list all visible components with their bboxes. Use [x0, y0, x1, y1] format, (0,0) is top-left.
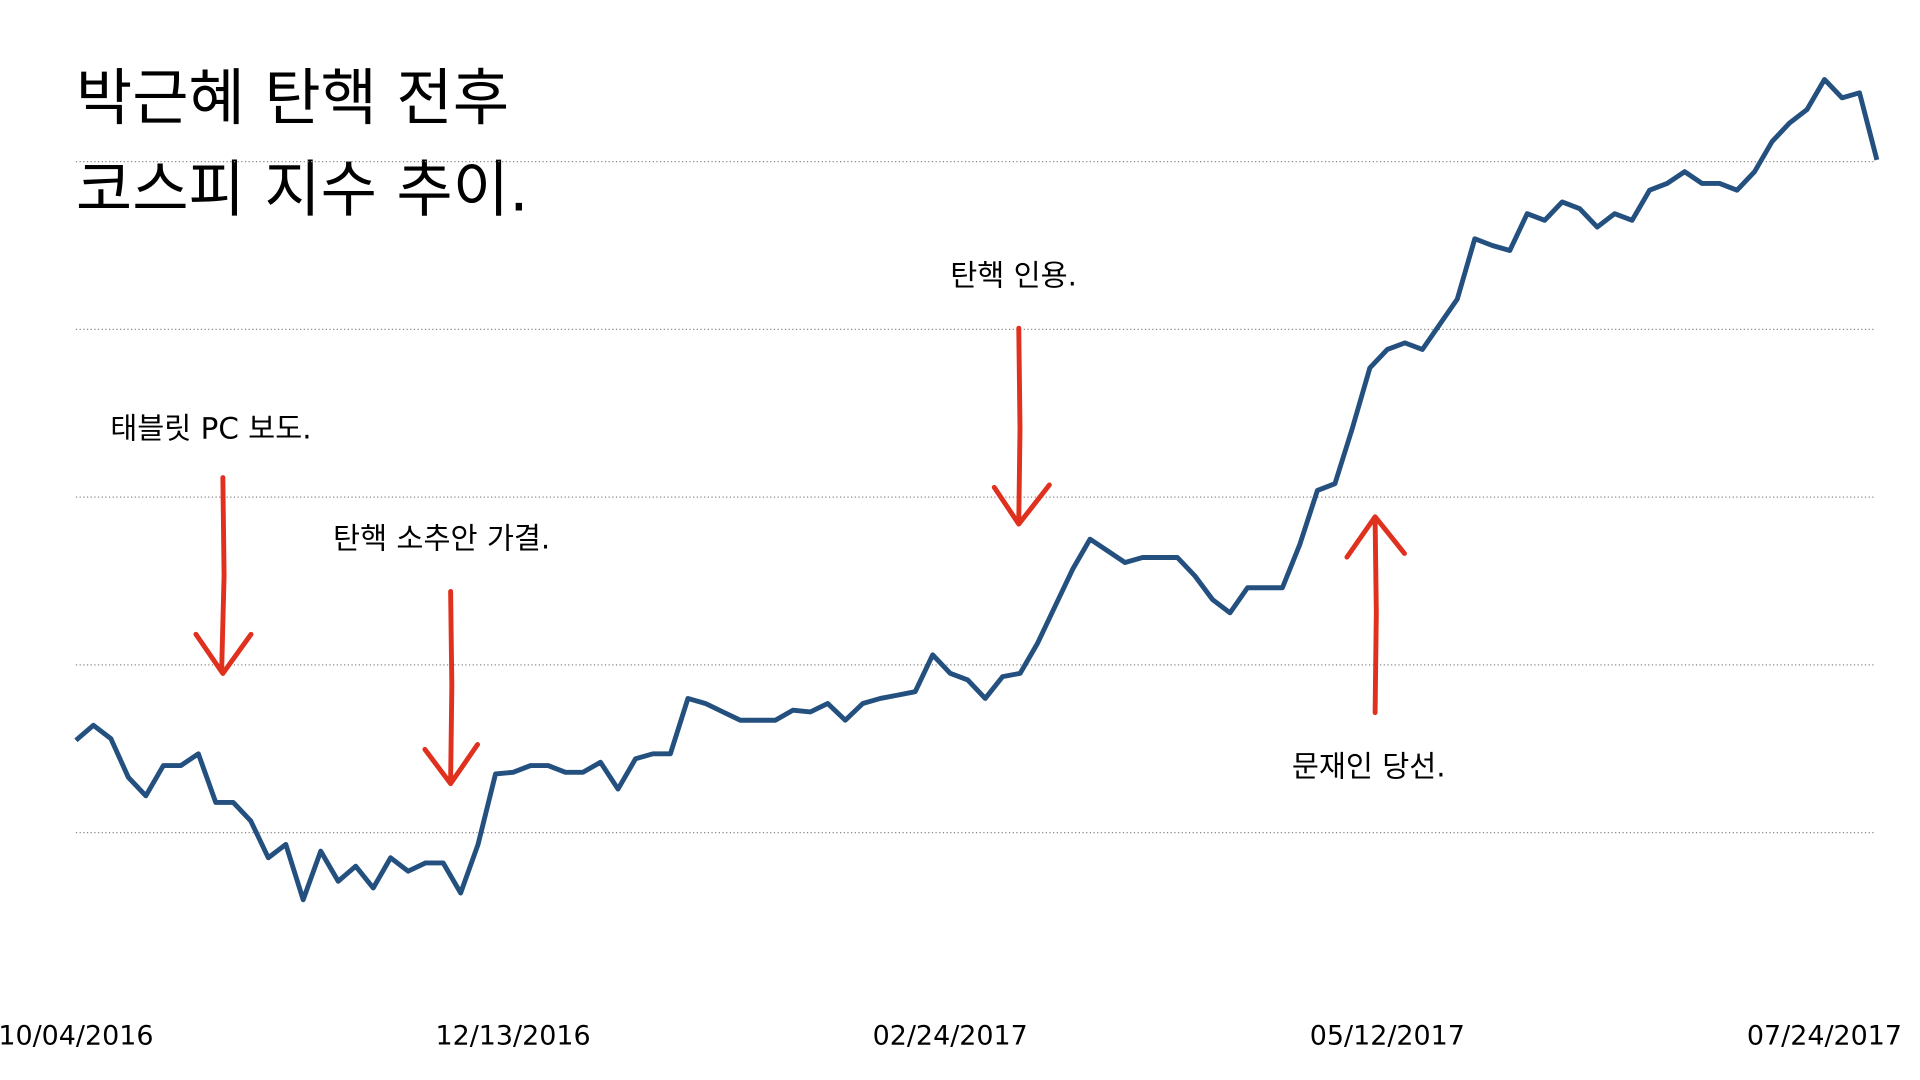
x-tick-label: 10/04/2016: [0, 1020, 154, 1051]
annotation: 태블릿 PC 보도.: [110, 411, 311, 445]
arrow: [991, 325, 1052, 527]
arrow: [422, 588, 480, 787]
annotation: 탄핵 소추안 가결.: [333, 522, 550, 556]
chart-title: 박근혜 탄핵 전후: [76, 63, 509, 134]
x-tick-label: 02/24/2017: [873, 1020, 1028, 1051]
x-tick-label: 05/12/2017: [1310, 1020, 1465, 1051]
arrow: [193, 475, 254, 676]
chart-title: 코스피 지수 추이.: [76, 155, 529, 226]
arrow: [1344, 514, 1407, 716]
annotation: 문재인 당선.: [1292, 749, 1446, 783]
x-tick-label: 07/24/2017: [1747, 1020, 1902, 1051]
x-tick-label: 12/13/2016: [435, 1020, 590, 1051]
annotation: 탄핵 인용.: [950, 258, 1077, 292]
data-line: [74, 77, 1880, 903]
